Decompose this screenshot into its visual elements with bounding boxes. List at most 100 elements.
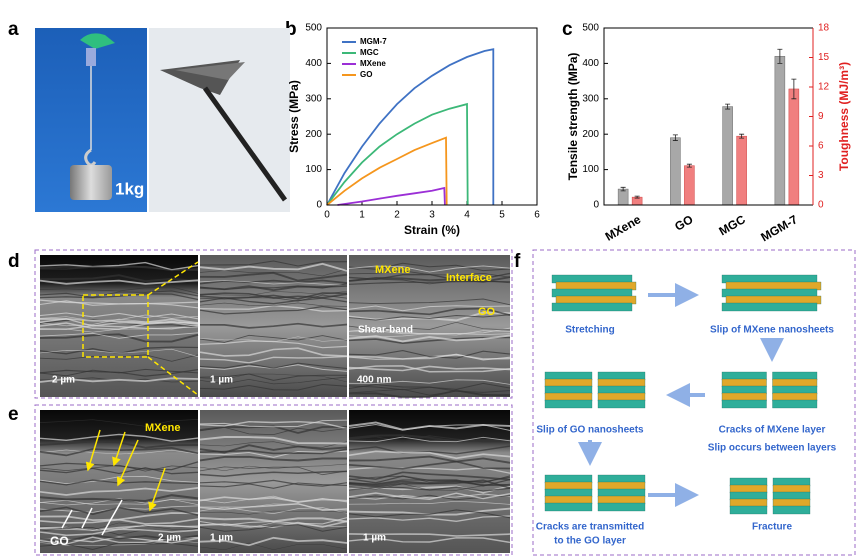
sem-texture: [39, 487, 199, 496]
y-axis-label: Tensile strength (MPa): [566, 53, 580, 181]
layer: [725, 281, 822, 291]
layer: [544, 502, 593, 512]
plot-frame: [603, 27, 813, 206]
sem-texture: [199, 506, 348, 514]
bar: [684, 165, 695, 206]
legend-label: GO: [360, 70, 372, 79]
layer: [597, 502, 646, 512]
layer: [597, 495, 646, 505]
panel-label: e: [8, 404, 19, 425]
sem-texture: [199, 302, 348, 307]
sem-texture: [199, 419, 348, 428]
panel-label: d: [8, 251, 20, 272]
photo-a: 1kg: [35, 28, 290, 212]
sem-texture: [199, 517, 348, 523]
sem-images: [39, 255, 511, 553]
sem-texture: [199, 355, 348, 364]
line: [326, 102, 469, 206]
layer: [729, 498, 768, 508]
scale-label: 1 µm: [363, 533, 386, 544]
layer: [597, 385, 646, 395]
bar: [617, 188, 629, 206]
sem-texture: [348, 389, 511, 399]
layer: [544, 385, 593, 395]
sem-texture: [39, 318, 199, 327]
y2-tick-label: 3: [818, 170, 824, 181]
layer: [544, 488, 593, 498]
layer: [555, 281, 637, 291]
sem-texture: [199, 340, 348, 349]
panel-label: c: [562, 19, 573, 40]
sem-texture: [39, 369, 199, 377]
y2-axis-label: Toughness (MJ/m³): [837, 62, 851, 171]
layer: [597, 399, 646, 409]
sem-texture: [348, 455, 511, 464]
sem-texture: [348, 333, 511, 338]
layer: [721, 385, 767, 395]
sem-texture: [348, 436, 511, 443]
sem-texture: [39, 540, 199, 546]
x-tick-label: MGC: [716, 212, 748, 238]
layer: [721, 399, 767, 409]
layer: [597, 474, 646, 484]
sem-texture: [348, 460, 511, 470]
sem-texture: [348, 365, 511, 373]
sem-texture: [348, 365, 511, 372]
sem-texture: [39, 522, 199, 531]
x-tick-label: 1: [359, 210, 365, 221]
step-label: Fracture: [752, 522, 792, 533]
bar: [722, 106, 733, 206]
load-label: 1kg: [115, 179, 144, 198]
error-bar: [620, 186, 626, 192]
sem-texture: [199, 334, 348, 343]
sem-texture: [348, 334, 511, 343]
panel-label: b: [285, 19, 297, 40]
sem-texture: [39, 286, 199, 294]
diagram-blocks: [544, 274, 822, 515]
error-bar: [777, 48, 783, 64]
step-label: to the GO layer: [554, 536, 626, 547]
sem-texture: [39, 467, 199, 475]
zoom-box: [82, 294, 149, 358]
error-bar: [739, 133, 745, 139]
sem-texture: [199, 373, 348, 383]
layer: [725, 295, 822, 305]
y2-tick-label: 6: [818, 141, 824, 152]
layer: [544, 474, 593, 484]
y-tick-label: 0: [316, 200, 322, 211]
sem-texture: [39, 433, 199, 442]
sem-texture: [199, 479, 348, 487]
x-tick-label: 3: [429, 210, 435, 221]
sem-texture: [39, 534, 199, 542]
sem-texture: [199, 522, 348, 529]
layer: [721, 392, 767, 402]
layer: [772, 491, 811, 501]
step-label: Stretching: [565, 325, 614, 336]
x-tick-label: 2: [394, 210, 400, 221]
sem-texture: [348, 421, 511, 431]
sem-texture: [199, 305, 348, 315]
sem-texture: [199, 455, 347, 462]
sem-texture: [199, 373, 347, 381]
sem-texture: [199, 495, 348, 504]
line: [337, 186, 446, 206]
x-tick-label: GO: [672, 212, 695, 233]
sem-texture: [39, 314, 199, 322]
panel-box: [532, 249, 856, 556]
sem-texture: [199, 444, 348, 454]
sem-texture: [199, 336, 348, 343]
y-tick-label: 300: [305, 93, 322, 104]
diagram-arrows: [578, 283, 784, 507]
error-bar: [686, 163, 692, 168]
sem-texture: [39, 536, 199, 545]
y2-tick-label: 12: [818, 82, 830, 93]
layer: [544, 371, 593, 381]
layer: [544, 399, 593, 409]
scale-label: 2 µm: [158, 533, 181, 544]
y-tick-label: 100: [582, 164, 599, 175]
sem-texture: [348, 509, 511, 519]
legend-label: MGM-7: [360, 37, 387, 46]
sem-texture: [39, 318, 199, 327]
